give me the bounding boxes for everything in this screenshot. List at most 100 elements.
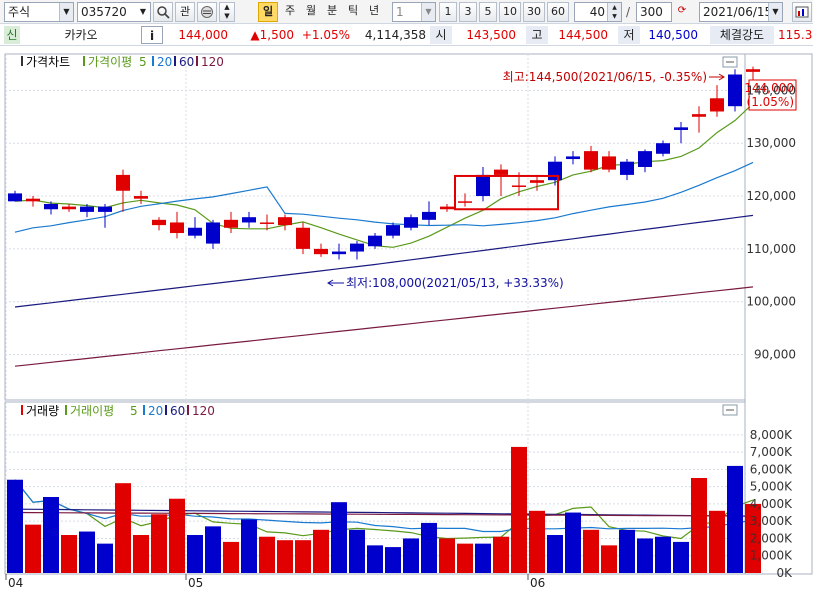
period-month-tab[interactable]: 월 (301, 2, 321, 22)
volume-bar (349, 529, 365, 573)
arrow-head-icon (718, 73, 725, 81)
quote-infobar: 신 카카오 i 144,000 ▲1,500 +1.05% 4,114,358 … (0, 24, 813, 46)
candle-body (620, 161, 634, 175)
x-axis: 04 05 06 (5, 574, 545, 590)
volume-bar (403, 538, 419, 573)
interval-10-label: 10 (503, 5, 517, 18)
candle-body (80, 206, 94, 212)
volume-bar (187, 535, 203, 573)
volume-bar (547, 535, 563, 573)
candle-body (386, 225, 400, 236)
period-tick-tab[interactable]: 틱 (343, 2, 363, 22)
stock-info-button[interactable]: i (141, 26, 163, 44)
current-price-tag (748, 79, 797, 111)
chevron-down-icon[interactable]: ▼ (136, 3, 150, 21)
period-week-tab[interactable]: 주 (280, 2, 300, 22)
volume-bar (457, 543, 473, 573)
interval-30-button[interactable]: 30 (523, 2, 545, 22)
volume-bar (97, 543, 113, 573)
volume-tick-label: 8,000K (750, 428, 793, 442)
price-panel-frame (4, 53, 746, 401)
volume-ma20-line (14, 479, 754, 533)
volume-bar (223, 541, 239, 573)
gwan-button[interactable]: 관 (175, 2, 195, 22)
interval-60-button[interactable]: 60 (547, 2, 569, 22)
volume-bar (169, 498, 185, 573)
period-tick-label: 틱 (347, 4, 359, 17)
volume-bar (637, 538, 653, 573)
stock-code-input[interactable]: 035720 ▼ (77, 2, 151, 22)
chevron-down-icon[interactable]: ▼ (768, 3, 782, 21)
candle-body (566, 156, 580, 160)
price-legend-ma120: 120 (201, 55, 224, 69)
candle-body (152, 219, 166, 226)
updown-spinner-icon[interactable]: ▲ ▼ (607, 3, 621, 21)
search-icon[interactable] (153, 2, 173, 22)
ma20-line (14, 161, 754, 233)
volume-bar (673, 541, 689, 573)
volume-tick-label: 2,000K (750, 531, 793, 545)
volume-bar (385, 547, 401, 573)
price-y-axis: 144,000 (1.05%) 140,000 130,000 120,000 110… (744, 79, 797, 362)
candle-body (116, 174, 130, 191)
total-count-input[interactable]: 300 (636, 2, 672, 22)
price-tick-label: 140,000 (746, 83, 796, 97)
legend-marker (65, 405, 67, 415)
candle-body (368, 235, 382, 247)
volume-legend-ma5: 5 (130, 404, 138, 418)
period-minute-tab[interactable]: 분 (322, 2, 342, 22)
period-year-tab[interactable]: 년 (364, 2, 384, 22)
legend-marker (165, 405, 167, 415)
refresh-icon[interactable]: ⟳ (677, 5, 687, 16)
y-axis-area (744, 53, 813, 575)
volume-bar (475, 543, 491, 573)
volume-tick-label: 4,000K (750, 497, 793, 511)
volume-bar (619, 529, 635, 573)
candle-body (638, 151, 652, 167)
volume-bar (745, 503, 761, 573)
interval-10-button[interactable]: 10 (499, 2, 521, 22)
candle-body (8, 193, 22, 202)
layers-icon[interactable] (197, 2, 217, 22)
stock-name: 카카오 (64, 28, 98, 42)
updown-spinner[interactable]: ▲ ▼ (219, 2, 235, 22)
chevron-down-icon[interactable]: ▼ (59, 3, 73, 21)
volume-bar (529, 510, 545, 573)
candle-body (656, 143, 670, 154)
price-legend-ma20: 20 (157, 55, 172, 69)
chart-settings-icon[interactable] (792, 2, 812, 22)
volume-bar (727, 465, 743, 573)
interval-select[interactable]: 1 ▼ (392, 2, 436, 22)
price-legend: 가격차트 가격이평 5 20 60 120 (21, 55, 224, 69)
candle-body (674, 127, 688, 130)
candle-body (242, 217, 256, 223)
market-select[interactable]: 주식 ▼ (4, 2, 74, 22)
candle-body (44, 203, 58, 210)
candle-body (62, 206, 76, 210)
display-count-input[interactable]: 40 ▲ ▼ (574, 2, 622, 22)
date-select-value: 2021/06/15 (703, 5, 773, 19)
price-tick-label: 130,000 (746, 136, 796, 150)
period-day-tab[interactable]: 일 (258, 2, 278, 22)
volume-bars (7, 446, 761, 573)
date-select[interactable]: 2021/06/15 ▼ (699, 2, 783, 22)
volume-bar (241, 519, 257, 573)
candle-body (458, 201, 472, 203)
price-tick-label: 90,000 (754, 348, 796, 362)
interval-5-button[interactable]: 5 (479, 2, 497, 22)
volume-tick-label: 6,000K (750, 462, 793, 476)
stock-chart[interactable]: 가격차트 가격이평 5 20 60 120 거래량 거래이평 5 20 60 1… (0, 46, 813, 590)
candle-body (602, 156, 616, 170)
volume-bar (331, 502, 347, 573)
volume-legend-ma60: 60 (170, 404, 185, 418)
volume-ma-lines (14, 479, 754, 540)
candle-body (746, 69, 760, 72)
trade-volume: 4,114,358 (364, 28, 426, 42)
market-select-value: 주식 (8, 5, 31, 19)
high-annotation: 최고:144,500(2021/06/15, -0.35%) (503, 70, 707, 84)
low-annotation: 최저:108,000(2021/05/13, +33.33%) (346, 276, 564, 290)
chevron-down-icon[interactable]: ▼ (421, 3, 435, 21)
interval-1-button[interactable]: 1 (439, 2, 457, 22)
interval-3-button[interactable]: 3 (459, 2, 477, 22)
volume-legend: 거래량 거래이평 5 20 60 120 (21, 404, 215, 418)
